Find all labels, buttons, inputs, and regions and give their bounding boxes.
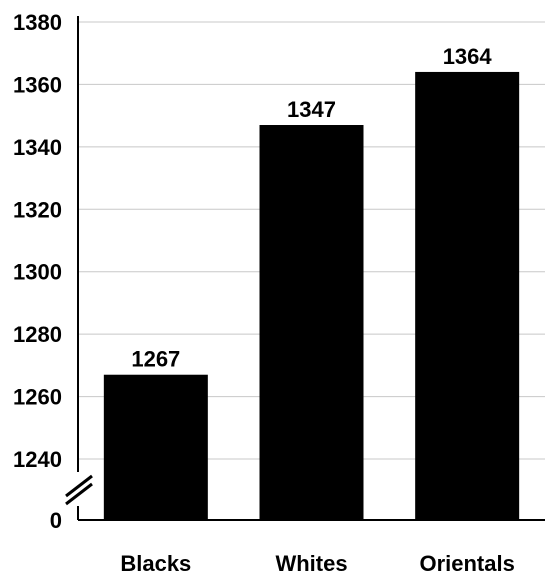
x-tick-label: Orientals bbox=[419, 551, 514, 573]
y-tick-label: 1380 bbox=[13, 10, 62, 35]
y-tick-label: 1260 bbox=[13, 385, 62, 410]
axis-break-icon bbox=[65, 472, 93, 506]
y-zero-label: 0 bbox=[50, 508, 62, 533]
y-tick-label: 1300 bbox=[13, 260, 62, 285]
axis-break-stroke bbox=[65, 482, 93, 506]
y-tick-label: 1320 bbox=[13, 197, 62, 222]
x-axis: Blacks Whites Orientals bbox=[78, 519, 545, 573]
data-label: 1347 bbox=[287, 97, 336, 122]
y-tick-label: 1280 bbox=[13, 322, 62, 347]
data-label: 1364 bbox=[443, 44, 493, 69]
bar-whites bbox=[259, 125, 364, 520]
bar-blacks bbox=[103, 374, 208, 520]
data-labels: 1267 1347 1364 bbox=[131, 44, 492, 372]
x-tick-label: Blacks bbox=[120, 551, 191, 573]
bars bbox=[103, 71, 520, 520]
bar-orientals bbox=[415, 71, 520, 520]
data-label: 1267 bbox=[131, 347, 180, 372]
x-tick-label: Whites bbox=[275, 551, 347, 573]
y-tick-label: 1340 bbox=[13, 135, 62, 160]
axis-break-stroke bbox=[65, 474, 93, 498]
y-axis: 1240 1260 1280 1300 1320 1340 1360 1380 0 bbox=[13, 10, 79, 533]
y-tick-label: 1360 bbox=[13, 72, 62, 97]
y-tick-label: 1240 bbox=[13, 447, 62, 472]
